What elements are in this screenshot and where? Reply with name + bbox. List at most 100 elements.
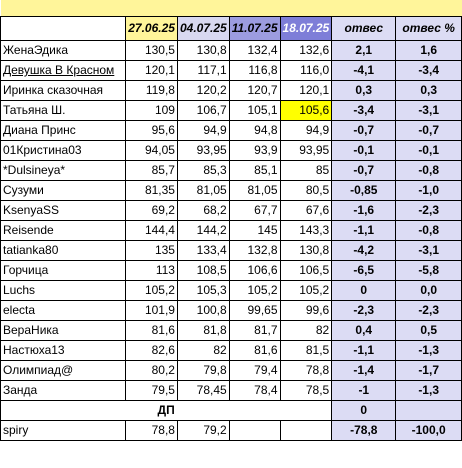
otves-cell[interactable]: -0,1: [331, 139, 397, 161]
weight-cell-4[interactable]: 94,9: [279, 119, 333, 141]
otves-pct-cell[interactable]: -0,7: [395, 119, 462, 141]
otves-pct-cell[interactable]: -3,1: [395, 239, 462, 261]
otves-cell[interactable]: 0,4: [331, 319, 397, 341]
otves-cell[interactable]: -4,2: [331, 239, 397, 261]
weight-cell-3[interactable]: 132,8: [228, 239, 281, 261]
weight-cell-2[interactable]: 93,95: [176, 139, 230, 161]
weight-cell-4[interactable]: 105,6: [279, 99, 333, 121]
header-otves-pct[interactable]: отвес %: [395, 15, 462, 41]
weight-cell-3[interactable]: 79,4: [228, 359, 281, 381]
weight-cell-4[interactable]: 81,5: [279, 339, 333, 361]
otves-cell[interactable]: -4,1: [331, 59, 397, 81]
header-band-cell[interactable]: [125, 0, 178, 16]
weight-cell-4[interactable]: 78,8: [279, 359, 333, 381]
weight-cell-4[interactable]: [279, 419, 333, 441]
weight-cell-3[interactable]: 78,4: [228, 379, 281, 401]
otves-pct-cell[interactable]: -1,0: [395, 179, 462, 201]
otves-pct-cell[interactable]: -0,8: [395, 219, 462, 241]
otves-pct-cell[interactable]: -2,3: [395, 199, 462, 221]
weight-cell-3[interactable]: 116,8: [228, 59, 281, 81]
weight-cell-2[interactable]: 133,4: [176, 239, 230, 261]
participant-name[interactable]: *Dulsineya*: [0, 159, 127, 181]
weight-cell-3[interactable]: 85,1: [228, 159, 281, 181]
weight-cell-2[interactable]: 82: [176, 339, 230, 361]
participant-name[interactable]: KsenyaSS: [0, 199, 127, 221]
weight-cell-2[interactable]: 120,2: [176, 79, 230, 101]
weight-cell-2[interactable]: 78,45: [176, 379, 230, 401]
weight-cell-1[interactable]: 69,2: [125, 199, 178, 221]
otves-cell[interactable]: -1: [331, 379, 397, 401]
otves-pct-cell[interactable]: -100,0: [395, 419, 462, 441]
weight-cell-4[interactable]: 120,1: [279, 79, 333, 101]
weight-cell-1[interactable]: 109: [125, 99, 178, 121]
header-band-cell[interactable]: [229, 0, 281, 16]
weight-cell-3[interactable]: 93,9: [228, 139, 281, 161]
otves-pct-cell[interactable]: -3,1: [395, 99, 462, 121]
weight-cell-1[interactable]: 119,8: [125, 79, 178, 101]
weight-cell-2[interactable]: 117,1: [176, 59, 230, 81]
weight-cell-4[interactable]: 67,6: [279, 199, 333, 221]
otves-pct-cell[interactable]: -0,8: [395, 159, 462, 181]
otves-pct-cell[interactable]: -1,3: [395, 339, 462, 361]
otves-cell[interactable]: 2,1: [331, 39, 397, 61]
weight-cell-4[interactable]: 93,95: [279, 139, 333, 161]
otves-cell[interactable]: -0,85: [331, 179, 397, 201]
header-band-cell[interactable]: [0, 0, 126, 16]
otves-cell[interactable]: -3,4: [331, 99, 397, 121]
weight-cell-4[interactable]: 99,6: [279, 299, 333, 321]
participant-name[interactable]: 01Кристина03: [0, 139, 127, 161]
otves-cell[interactable]: 0,3: [331, 79, 397, 101]
participant-name[interactable]: ЖенаЭдика: [0, 39, 127, 61]
weight-cell-4[interactable]: 105,2: [279, 279, 333, 301]
weight-cell-4[interactable]: 78,5: [279, 379, 333, 401]
otves-cell[interactable]: -0,7: [331, 159, 397, 181]
otves-pct-cell[interactable]: -3,4: [395, 59, 462, 81]
otves-pct-cell[interactable]: -1,3: [395, 379, 462, 401]
dp-otves-cell[interactable]: 0: [331, 399, 397, 421]
weight-cell-2[interactable]: 81,05: [176, 179, 230, 201]
participant-name[interactable]: Настюха13: [0, 339, 127, 361]
participant-name[interactable]: Олимпиад@: [0, 359, 127, 381]
participant-name[interactable]: Сузуми: [0, 179, 127, 201]
weight-cell-2[interactable]: 81,8: [176, 319, 230, 341]
weight-cell-1[interactable]: 130,5: [125, 39, 178, 61]
otves-pct-cell[interactable]: -5,8: [395, 259, 462, 281]
weight-cell-3[interactable]: 81,7: [228, 319, 281, 341]
weight-cell-4[interactable]: 132,6: [279, 39, 333, 61]
weight-cell-1[interactable]: 85,7: [125, 159, 178, 181]
weight-cell-2[interactable]: 130,8: [176, 39, 230, 61]
weight-cell-4[interactable]: 116,0: [279, 59, 333, 81]
weight-cell-2[interactable]: 105,3: [176, 279, 230, 301]
weight-cell-1[interactable]: 144,4: [125, 219, 178, 241]
participant-name[interactable]: Горчица: [0, 259, 127, 281]
weight-cell-1[interactable]: 101,9: [125, 299, 178, 321]
otves-pct-cell[interactable]: -1,7: [395, 359, 462, 381]
participant-name[interactable]: Диана Принс: [0, 119, 127, 141]
participant-name[interactable]: ВераНика: [0, 319, 127, 341]
weight-cell-1[interactable]: 79,5: [125, 379, 178, 401]
otves-cell[interactable]: -78,8: [331, 419, 397, 441]
participant-name[interactable]: Иринка сказочная: [0, 79, 127, 101]
otves-cell[interactable]: -1,1: [331, 339, 397, 361]
weight-cell-4[interactable]: 106,5: [279, 259, 333, 281]
weight-cell-1[interactable]: 80,2: [125, 359, 178, 381]
participant-name[interactable]: Занда: [0, 379, 127, 401]
weight-cell-4[interactable]: 82: [279, 319, 333, 341]
weight-cell-2[interactable]: 144,2: [176, 219, 230, 241]
header-name-cell[interactable]: [0, 15, 127, 41]
header-band-cell[interactable]: [395, 0, 462, 16]
header-band-cell[interactable]: [331, 0, 396, 16]
weight-cell-2[interactable]: 85,3: [176, 159, 230, 181]
participant-name[interactable]: electa: [0, 299, 127, 321]
participant-name[interactable]: Девушка В Красном: [0, 59, 127, 81]
participant-name[interactable]: Татьяна Ш.: [0, 99, 127, 121]
weight-cell-3[interactable]: 106,6: [228, 259, 281, 281]
weight-cell-3[interactable]: 105,2: [228, 279, 281, 301]
otves-cell[interactable]: -2,3: [331, 299, 397, 321]
weight-cell-2[interactable]: 79,8: [176, 359, 230, 381]
header-band-cell[interactable]: [280, 0, 332, 16]
otves-cell[interactable]: 0: [331, 279, 397, 301]
weight-cell-1[interactable]: 78,8: [125, 419, 178, 441]
otves-pct-cell[interactable]: 1,6: [395, 39, 462, 61]
weight-cell-2[interactable]: 68,2: [176, 199, 230, 221]
